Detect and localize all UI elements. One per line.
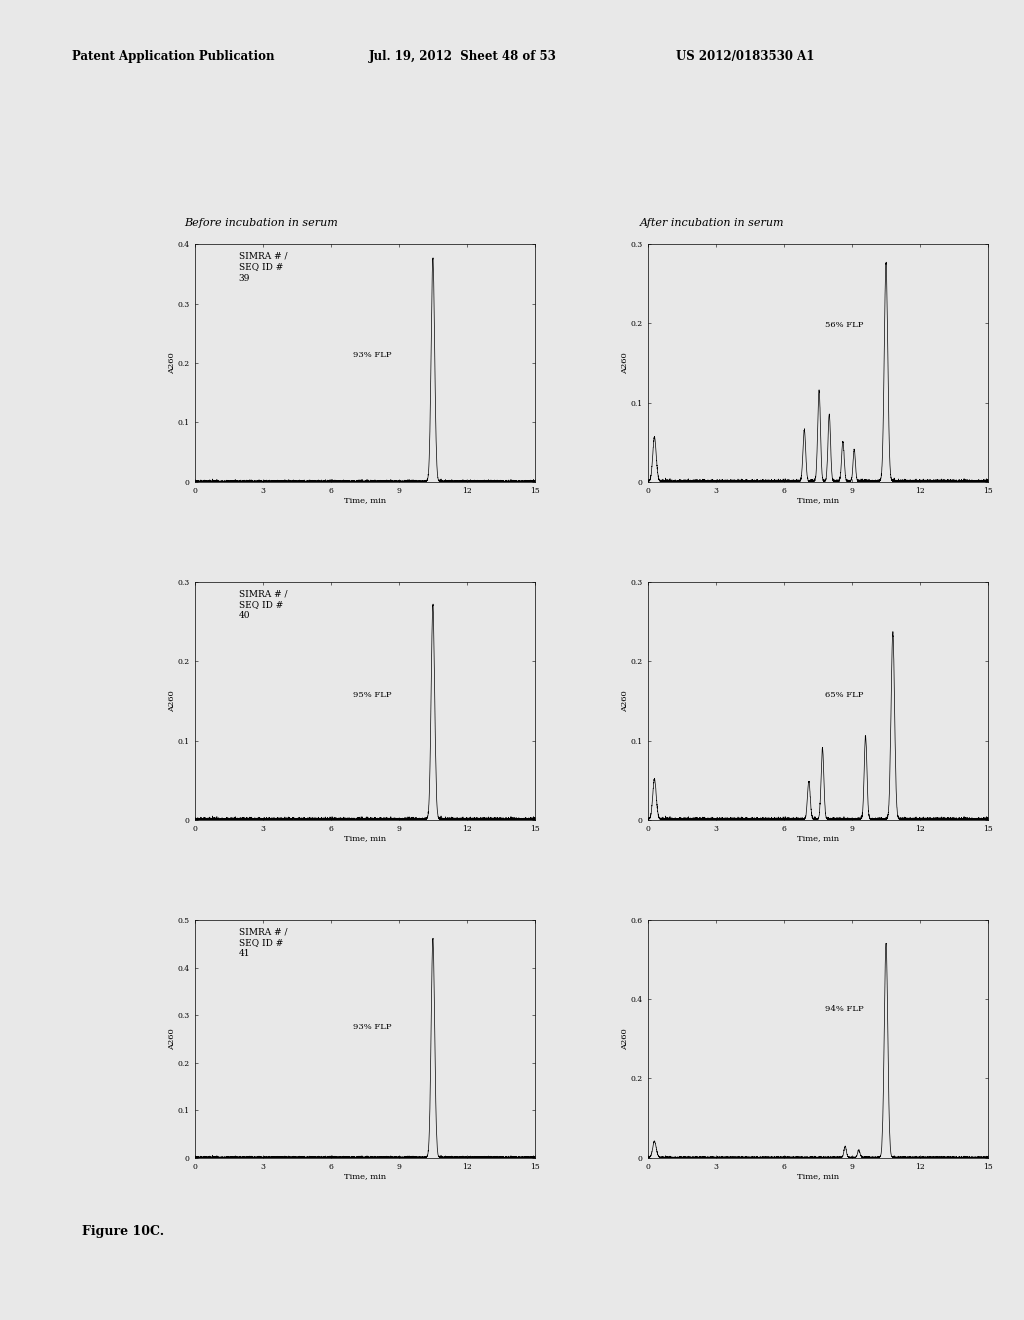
Text: 56% FLP: 56% FLP <box>824 321 863 330</box>
Text: SIMRA # /
SEQ ID #
39: SIMRA # / SEQ ID # 39 <box>239 251 288 282</box>
Text: 65% FLP: 65% FLP <box>824 690 863 700</box>
Text: 93% FLP: 93% FLP <box>353 1023 392 1031</box>
Y-axis label: A260: A260 <box>622 1028 630 1049</box>
Text: 93% FLP: 93% FLP <box>353 351 392 359</box>
Y-axis label: A260: A260 <box>622 352 629 374</box>
Y-axis label: A260: A260 <box>622 690 629 711</box>
Text: Before incubation in serum: Before incubation in serum <box>184 218 338 228</box>
Y-axis label: A260: A260 <box>168 352 176 374</box>
Text: SIMRA # /
SEQ ID #
40: SIMRA # / SEQ ID # 40 <box>239 589 288 620</box>
Text: Figure 10C.: Figure 10C. <box>82 1225 164 1238</box>
Y-axis label: A260: A260 <box>168 1028 176 1049</box>
X-axis label: Time, min: Time, min <box>344 1172 386 1180</box>
Text: US 2012/0183530 A1: US 2012/0183530 A1 <box>676 50 814 63</box>
Text: Jul. 19, 2012  Sheet 48 of 53: Jul. 19, 2012 Sheet 48 of 53 <box>369 50 556 63</box>
X-axis label: Time, min: Time, min <box>344 834 386 842</box>
X-axis label: Time, min: Time, min <box>797 496 839 504</box>
X-axis label: Time, min: Time, min <box>797 834 839 842</box>
Text: After incubation in serum: After incubation in serum <box>639 218 784 228</box>
Y-axis label: A260: A260 <box>168 690 176 711</box>
Text: Patent Application Publication: Patent Application Publication <box>72 50 274 63</box>
X-axis label: Time, min: Time, min <box>797 1172 839 1180</box>
Text: 95% FLP: 95% FLP <box>353 690 392 700</box>
Text: SIMRA # /
SEQ ID #
41: SIMRA # / SEQ ID # 41 <box>239 927 288 958</box>
Text: 94% FLP: 94% FLP <box>824 1005 863 1014</box>
X-axis label: Time, min: Time, min <box>344 496 386 504</box>
